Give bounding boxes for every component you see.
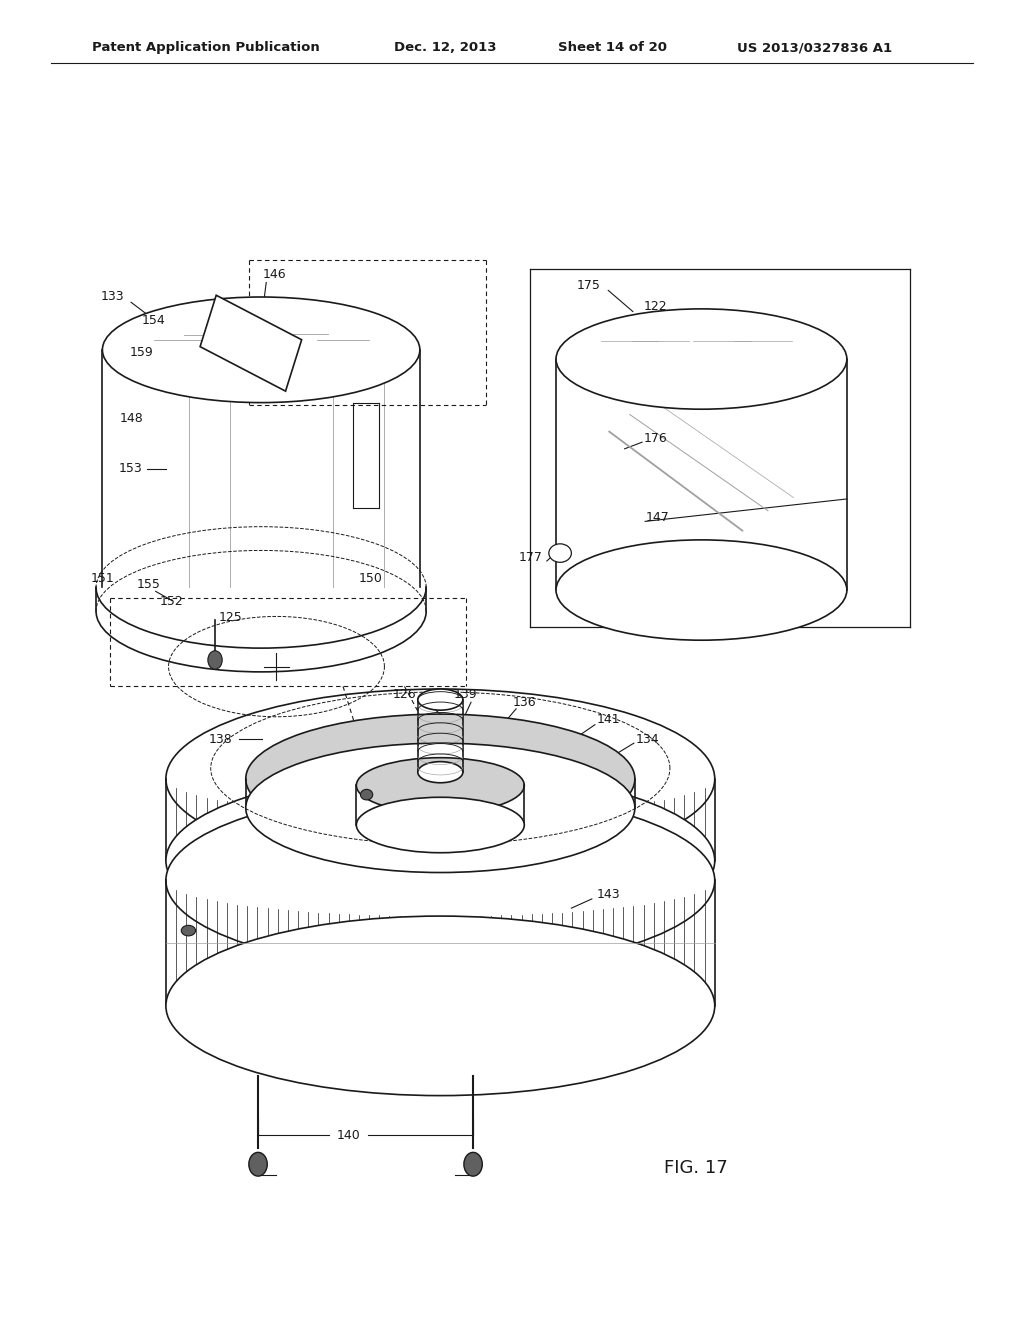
Text: 155: 155 bbox=[136, 578, 161, 591]
Text: 146: 146 bbox=[262, 268, 287, 281]
Text: 122: 122 bbox=[643, 300, 668, 313]
Ellipse shape bbox=[249, 1152, 267, 1176]
Ellipse shape bbox=[356, 797, 524, 853]
Ellipse shape bbox=[556, 540, 847, 640]
Text: Sheet 14 of 20: Sheet 14 of 20 bbox=[558, 41, 667, 54]
Text: Dec. 12, 2013: Dec. 12, 2013 bbox=[394, 41, 497, 54]
Text: Patent Application Publication: Patent Application Publication bbox=[92, 41, 319, 54]
Ellipse shape bbox=[356, 758, 524, 813]
Ellipse shape bbox=[549, 544, 571, 562]
Ellipse shape bbox=[418, 762, 463, 783]
Text: 143: 143 bbox=[596, 888, 621, 902]
Ellipse shape bbox=[246, 743, 635, 873]
Text: 176: 176 bbox=[643, 432, 668, 445]
Ellipse shape bbox=[102, 297, 420, 403]
Text: 134: 134 bbox=[635, 733, 659, 746]
Text: 126: 126 bbox=[392, 688, 417, 701]
Text: 150: 150 bbox=[358, 572, 383, 585]
Text: 141: 141 bbox=[596, 713, 621, 726]
Text: 159: 159 bbox=[129, 346, 154, 359]
Text: 151: 151 bbox=[90, 572, 115, 585]
Text: 153: 153 bbox=[118, 462, 142, 475]
Text: 140: 140 bbox=[336, 1129, 360, 1142]
Text: 154: 154 bbox=[141, 314, 166, 327]
Polygon shape bbox=[200, 296, 302, 391]
Ellipse shape bbox=[360, 789, 373, 800]
Text: US 2013/0327836 A1: US 2013/0327836 A1 bbox=[737, 41, 892, 54]
Ellipse shape bbox=[166, 916, 715, 1096]
Text: 175: 175 bbox=[577, 279, 601, 292]
Ellipse shape bbox=[166, 771, 715, 950]
Text: 148: 148 bbox=[119, 412, 143, 425]
Ellipse shape bbox=[246, 714, 635, 843]
Text: 125: 125 bbox=[218, 611, 243, 624]
Text: 177: 177 bbox=[518, 550, 543, 564]
Text: 136: 136 bbox=[512, 696, 537, 709]
Text: 139: 139 bbox=[454, 688, 478, 701]
Ellipse shape bbox=[181, 925, 196, 936]
Ellipse shape bbox=[464, 1152, 482, 1176]
Ellipse shape bbox=[556, 309, 847, 409]
Ellipse shape bbox=[418, 689, 463, 710]
Ellipse shape bbox=[208, 651, 222, 669]
Polygon shape bbox=[102, 350, 420, 587]
Text: 147: 147 bbox=[645, 511, 670, 524]
Text: 152: 152 bbox=[160, 595, 184, 609]
Ellipse shape bbox=[166, 791, 715, 970]
Text: FIG. 17: FIG. 17 bbox=[665, 1159, 728, 1177]
Text: 138: 138 bbox=[208, 733, 232, 746]
Polygon shape bbox=[556, 359, 847, 590]
Text: 133: 133 bbox=[100, 290, 125, 304]
Ellipse shape bbox=[166, 689, 715, 869]
